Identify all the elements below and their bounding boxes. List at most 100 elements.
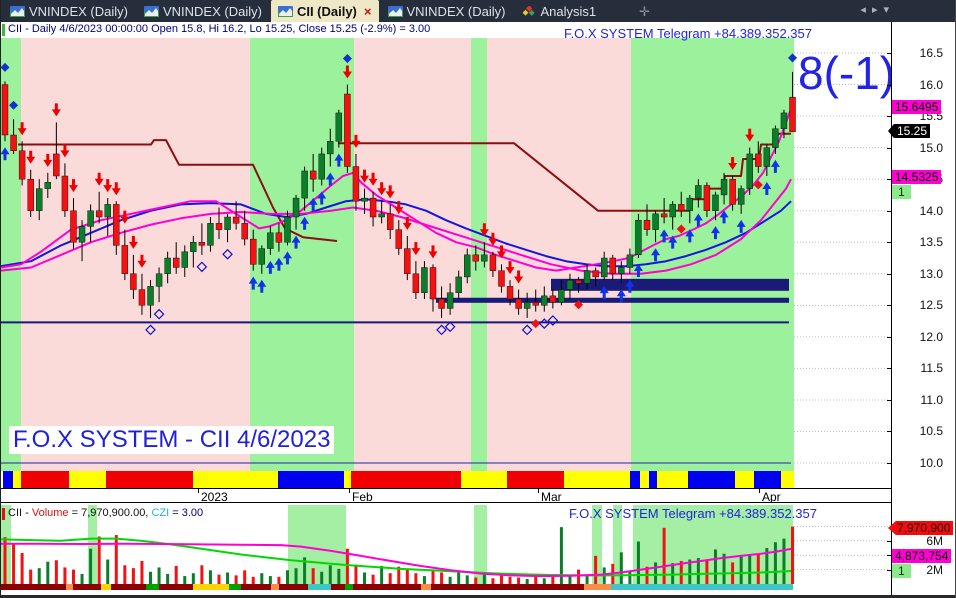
signal-ribbon (1, 471, 891, 488)
tab-vnindex-daily[interactable]: VNINDEX (Daily) (3, 0, 135, 22)
price-tag-1525: 15.25 (888, 124, 931, 138)
signal-ribbon-segment (640, 471, 649, 488)
y-axis-label: 11.0 (920, 392, 943, 407)
tab-label: CII (Daily) (296, 3, 357, 19)
tab-bar: VNINDEX (Daily) VNINDEX (Daily) CII (Daily… (1, 0, 955, 22)
y-axis-tick (887, 399, 892, 401)
volume-panel[interactable]: CII - Volume = 7,970,900.00, CZI = 3.00 … (1, 505, 891, 595)
y-axis-tick (887, 116, 892, 118)
price-tag-1: 1 (892, 185, 911, 199)
y-axis-tick (887, 569, 892, 571)
dock-crosshair-icon[interactable]: ✛ (639, 4, 650, 19)
x-axis-tick (349, 489, 350, 493)
y-axis-tick (887, 540, 892, 542)
main-price-chart[interactable]: F.O.X SYSTEM Telegram +84.389.352.357 8(… (1, 26, 895, 471)
price-axis-column: 16.516.015.515.014.514.013.513.012.512.0… (887, 22, 955, 595)
y-axis-label: 13.0 (919, 266, 943, 281)
y-axis-tick (887, 305, 892, 307)
y-axis-tick (887, 242, 892, 244)
price-tag-1: 1 (892, 564, 911, 578)
panel-divider (1, 503, 891, 505)
price-tag-145325: 14.5325 (892, 170, 942, 184)
y-axis-label: 16.0 (919, 77, 943, 92)
y-axis-tick (887, 336, 892, 338)
signal-ribbon-segment (69, 471, 106, 488)
y-axis-tick (887, 463, 892, 465)
tab-close-icon[interactable]: × (363, 3, 372, 19)
tab-vnindex-daily[interactable]: VNINDEX (Daily) (381, 0, 513, 22)
y-axis-label: 15.0 (919, 140, 943, 155)
volume-title-part: = 3.00 (169, 507, 204, 519)
signal-ribbon-segment (13, 471, 21, 488)
signal-ribbon-segment (564, 471, 630, 488)
y-axis-tick (887, 555, 892, 557)
y-axis-tick (887, 431, 892, 433)
y-axis-tick (887, 210, 892, 212)
y-axis-label: 6M (926, 533, 943, 548)
y-axis-label: 11.5 (920, 361, 943, 376)
x-axis-tick (538, 489, 539, 493)
signal-ribbon-segment (630, 471, 640, 488)
y-axis-label: 12.5 (919, 298, 943, 313)
y-axis-tick (887, 273, 892, 275)
x-axis-label: Feb (352, 490, 373, 504)
y-axis-tick (887, 147, 892, 149)
price-plot[interactable] (1, 38, 891, 471)
signal-ribbon-segment (351, 471, 461, 488)
y-axis-tick (887, 53, 892, 54)
fox-system-watermark: F.O.X SYSTEM - CII 4/6/2023 (9, 426, 335, 454)
signal-ribbon-segment (688, 471, 735, 488)
signal-ribbon-segment (735, 471, 754, 488)
tab-label: VNINDEX (Daily) (29, 3, 128, 19)
signal-ribbon-segment (754, 471, 781, 488)
tab-cii-daily[interactable]: CII (Daily) × (270, 0, 379, 22)
tab-label: Analysis1 (540, 3, 597, 19)
tab-scroll-buttons[interactable]: ◂▸▾ (860, 4, 895, 16)
signal-ribbon-segment (21, 471, 69, 488)
x-axis-label: Apr (762, 490, 781, 504)
x-axis-label: Mar (541, 490, 562, 504)
signal-ribbon-segment (106, 471, 193, 488)
pane-color-chip (2, 508, 5, 520)
volume-title-part: CII - (8, 507, 32, 519)
x-axis: 2023 Feb Mar Apr (1, 488, 891, 504)
volume-title-part: Volume (31, 507, 69, 519)
x-axis-label: 2023 (201, 490, 228, 504)
signal-ribbon-segment (657, 471, 688, 488)
y-axis-label: 10.5 (919, 424, 943, 439)
signal-ribbon-segment (344, 471, 351, 488)
price-tag-156495: 15.6495 (892, 100, 942, 114)
signal-ribbon-segment (193, 471, 278, 488)
signal-ribbon-segment (649, 471, 657, 488)
signal-ribbon-segment (461, 471, 507, 488)
y-axis-label: 12.0 (919, 329, 943, 344)
x-axis-tick (759, 489, 760, 493)
tab-vnindex-daily[interactable]: VNINDEX (Daily) (137, 0, 269, 22)
signal-count-text: 8(-1) (798, 47, 896, 99)
tab-label: VNINDEX (Daily) (406, 3, 506, 19)
volume-title-part: CZI (151, 507, 170, 519)
fox-telegram-watermark: F.O.X SYSTEM Telegram +84.389.352.357 (564, 26, 812, 41)
price-tag-7970900: 7,970,900 (888, 521, 954, 535)
signal-ribbon-segment (3, 471, 13, 488)
x-axis-tick (198, 489, 199, 493)
volume-title-part: = 7,970,900.00, (68, 507, 152, 519)
y-axis-label: 10.0 (919, 456, 943, 471)
y-axis-tick (887, 84, 892, 86)
volume-plot[interactable] (1, 505, 891, 595)
signal-ribbon-segment (278, 471, 344, 488)
volume-title: CII - Volume = 7,970,900.00, CZI = 3.00 (8, 507, 203, 519)
ohlc-title: CII - Daily 4/6/2023 00:00:00 Open 15.8,… (8, 23, 431, 35)
tab-analysis1[interactable]: Analysis1 (514, 0, 603, 22)
y-axis-tick (887, 368, 892, 370)
y-axis-tick (887, 179, 892, 181)
fox-telegram-watermark: F.O.X SYSTEM Telegram +84.389.352.357 (569, 506, 817, 521)
y-axis-label: 14.0 (919, 203, 943, 218)
price-tag-4873754: 4,873,754 (892, 549, 952, 563)
signal-ribbon-segment (781, 471, 794, 488)
window-bottom-edge (1, 595, 955, 598)
y-axis-label: 16.5 (919, 46, 943, 60)
pane-color-chip (2, 24, 5, 36)
tab-label: VNINDEX (Daily) (162, 3, 262, 19)
